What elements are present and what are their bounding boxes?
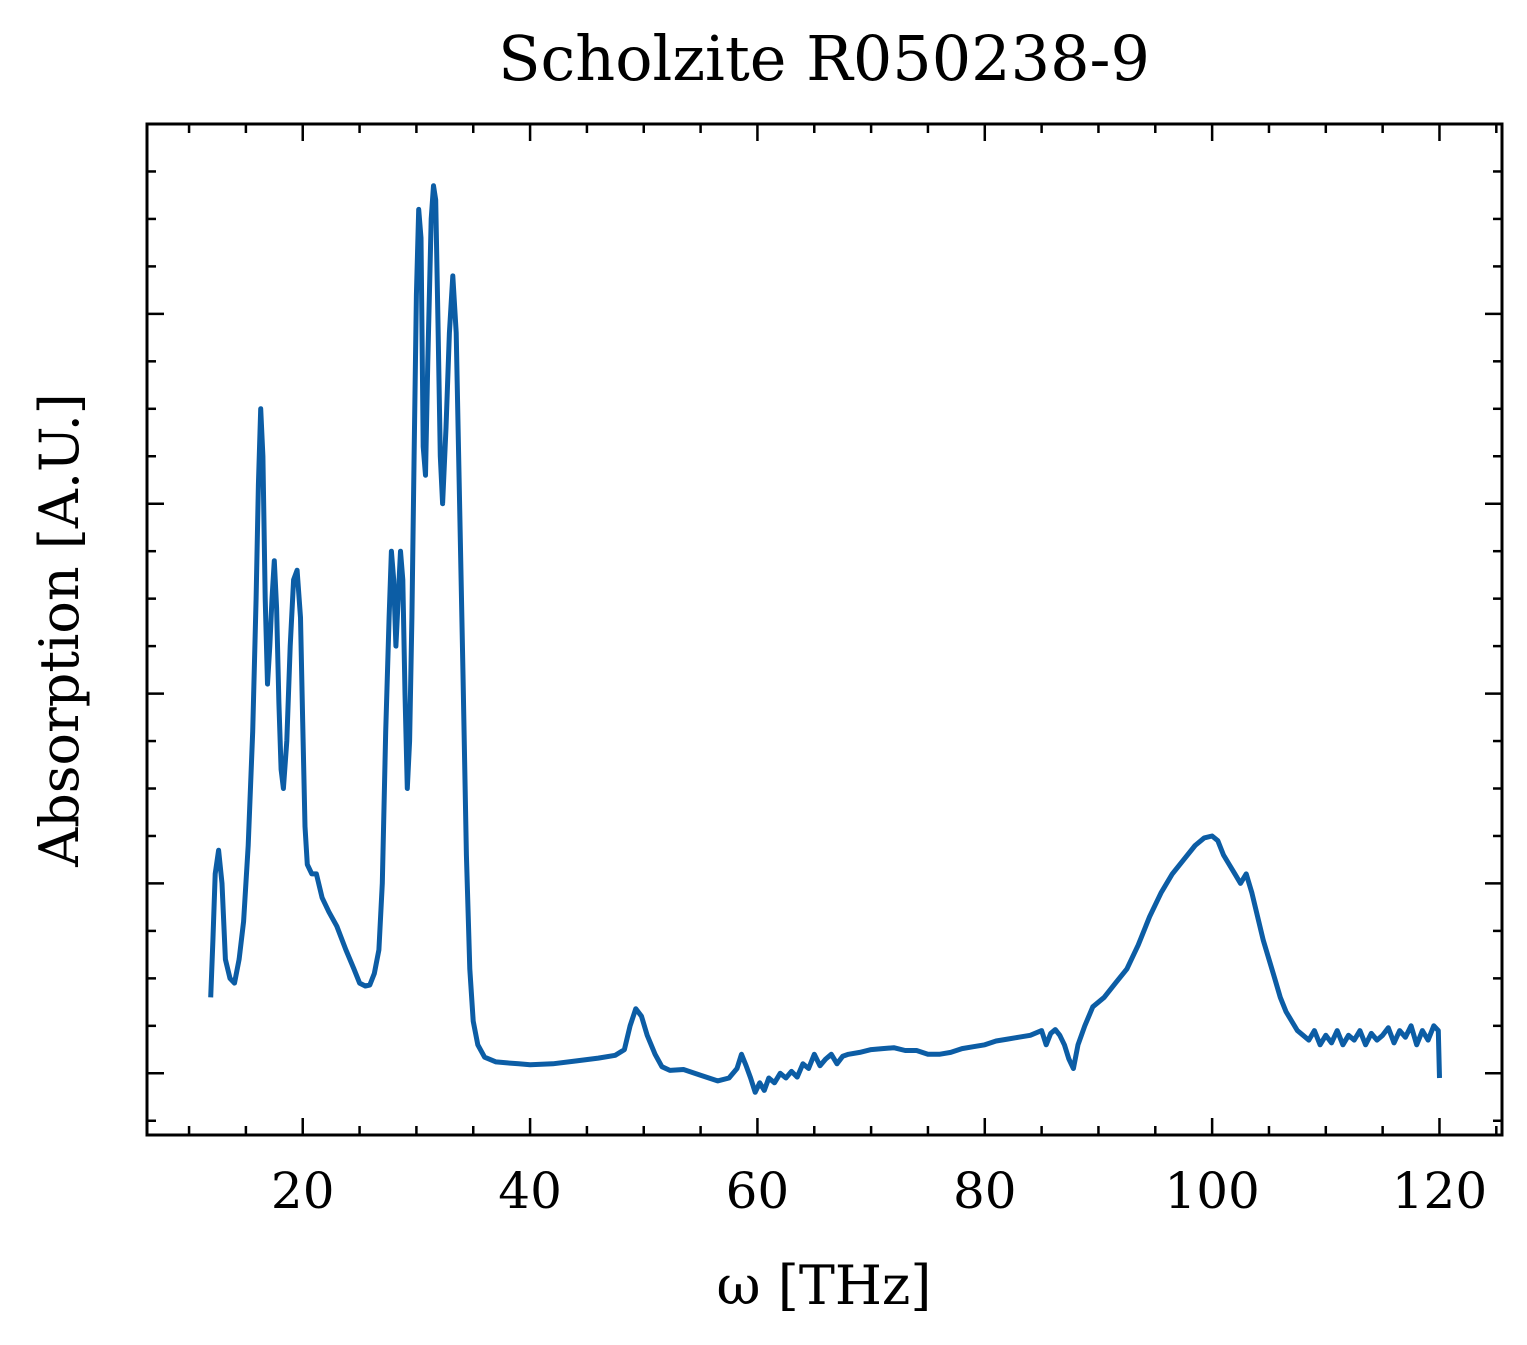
- x-tick-label: 80: [953, 1162, 1017, 1220]
- x-axis-label: ω [THz]: [717, 1254, 932, 1317]
- x-tick-label: 40: [498, 1162, 562, 1220]
- x-tick-labels: 20 40 60 80 100 120: [271, 1162, 1487, 1220]
- chart-title: Scholzite R050238-9: [498, 22, 1150, 95]
- x-tick-label: 120: [1392, 1162, 1487, 1220]
- absorption-series-line: [208, 183, 1442, 1095]
- axis-ticks: [147, 122, 1502, 1135]
- plot-frame: [145, 122, 1504, 1137]
- x-tick-label: 100: [1164, 1162, 1259, 1220]
- x-tick-label: 20: [271, 1162, 335, 1220]
- y-axis-label: Absorption [A.U.]: [28, 393, 91, 868]
- x-tick-label: 60: [726, 1162, 790, 1220]
